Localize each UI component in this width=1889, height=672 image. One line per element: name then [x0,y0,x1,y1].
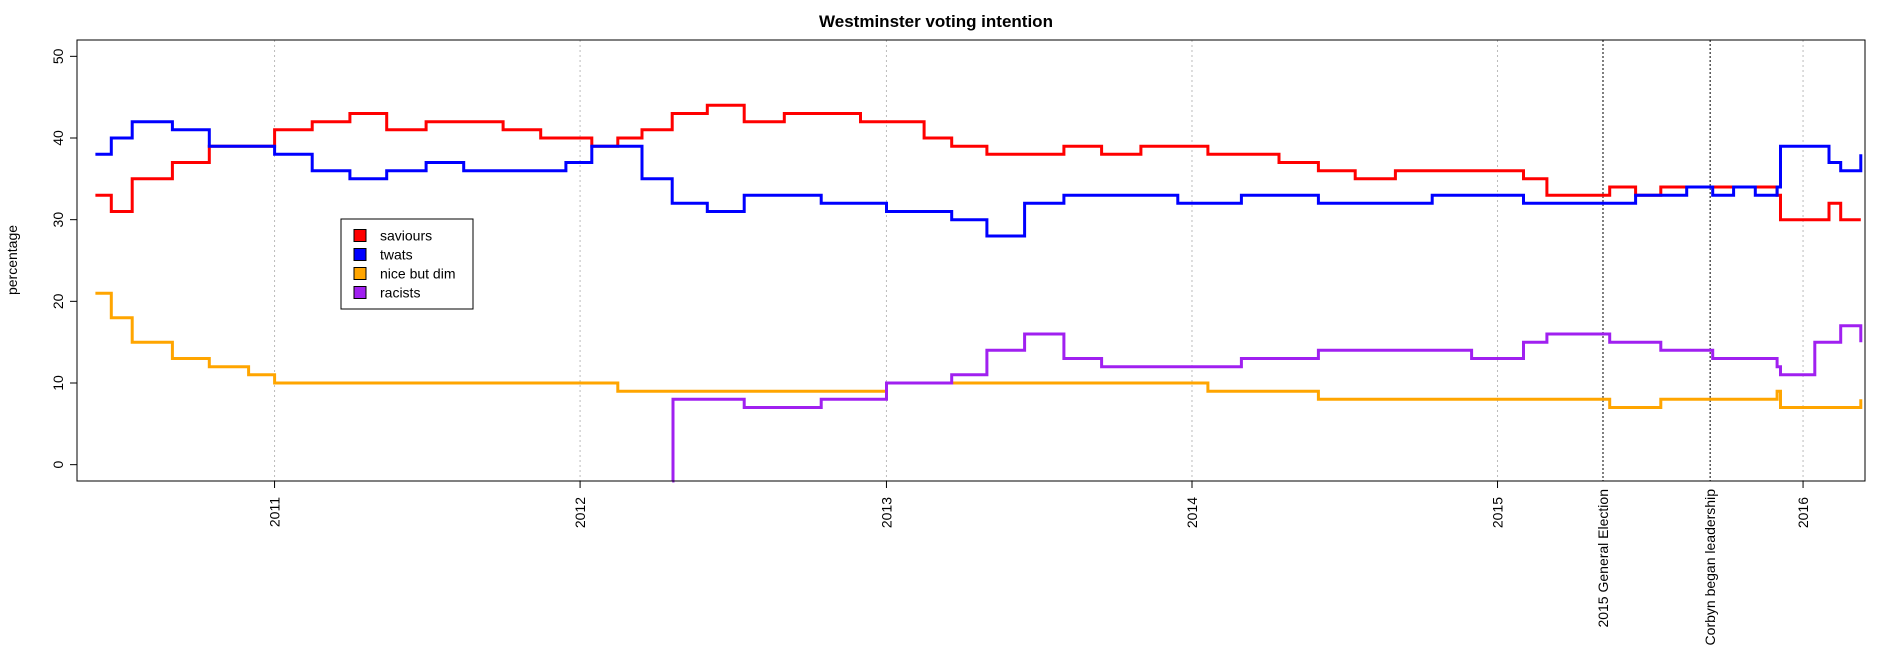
x-tick-label-2015: 2015 [1490,497,1506,528]
legend: saviours twats nice but dim racists [340,218,474,310]
legend-label-twats: twats [380,247,413,263]
event-lines: 2015 General Election Corbyn began leader… [1595,40,1718,645]
legend-swatch-saviours [353,229,367,242]
series-nice-but-dim [95,291,1863,409]
plot-frame [76,39,1866,482]
x-tick-label-2012: 2012 [572,497,588,528]
y-tick-label-20: 20 [50,293,66,309]
gridlines [274,40,1804,481]
legend-swatch-nice-but-dim [353,267,367,280]
chart-title: Westminster voting intention [819,12,1053,31]
series-racists [671,324,1863,483]
y-tick-label-40: 40 [50,130,66,146]
legend-label-racists: racists [380,285,420,301]
series-twats [95,120,1863,238]
y-tick-label-0: 0 [50,461,66,469]
x-tick-label-2011: 2011 [267,497,283,527]
series-layer [95,103,1863,483]
legend-swatch-racists [353,286,367,299]
legend-swatch-twats [353,248,367,261]
x-axis: 2011 2012 2013 2014 2015 2016 [267,481,1811,528]
y-axis-label: percentage [4,225,20,295]
y-tick-label-10: 10 [50,375,66,391]
event-label-2: Corbyn began leadership [1702,489,1718,646]
x-tick-label-2016: 2016 [1795,497,1811,528]
legend-label-nice-but-dim: nice but dim [380,266,455,282]
legend-label-saviours: saviours [380,228,432,244]
y-tick-label-50: 50 [50,48,66,64]
event-label-1: 2015 General Election [1595,489,1611,628]
y-axis: 0 10 20 30 40 50 [50,48,77,469]
y-tick-label-30: 30 [50,212,66,228]
x-tick-label-2014: 2014 [1184,497,1200,528]
x-tick-label-2013: 2013 [878,497,894,528]
